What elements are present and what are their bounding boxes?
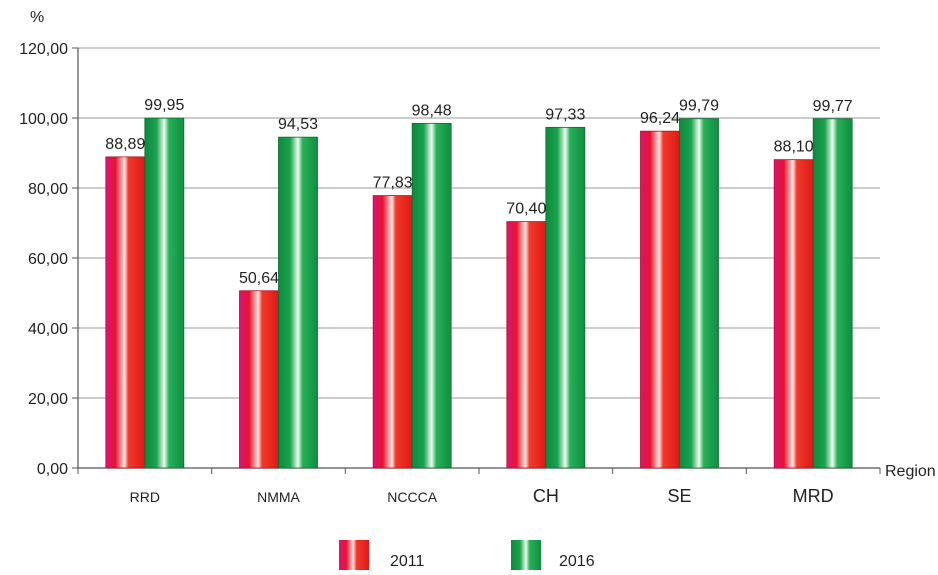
bar-2011-nmma — [239, 290, 279, 469]
x-category-label: MRD — [793, 486, 834, 506]
bar-2016-se — [679, 118, 719, 469]
data-label-2016-mrd: 99,77 — [813, 98, 853, 115]
y-tick-label: 120,00 — [19, 41, 68, 58]
x-category-label: RRD — [130, 489, 160, 505]
data-label-2016-rrd: 99,95 — [144, 97, 184, 114]
bar-2011-mrd — [773, 159, 814, 469]
data-label-2016-se: 99,79 — [679, 98, 719, 115]
legend-swatch-2016 — [511, 540, 541, 570]
legend-label-2016: 2016 — [559, 553, 595, 570]
data-label-2011-nmma: 50,64 — [239, 270, 279, 287]
data-label-2011-rrd: 88,89 — [105, 136, 145, 153]
data-label-2011-nccca: 77,83 — [373, 175, 413, 192]
bar-2016-mrd — [812, 118, 853, 469]
data-label-2011-ch: 70,40 — [506, 201, 546, 218]
x-category-label: NCCCA — [387, 489, 437, 505]
bar-2016-nccca — [411, 122, 452, 469]
data-label-2011-se: 96,24 — [640, 110, 680, 127]
y-tick-label: 40,00 — [28, 321, 68, 338]
bar-2011-ch — [506, 221, 547, 469]
y-tick-label: 60,00 — [28, 251, 68, 268]
bar-2016-ch — [545, 126, 586, 469]
x-category-label: SE — [667, 486, 691, 506]
x-category-label: CH — [533, 486, 559, 506]
x-axis-title: Region — [885, 463, 936, 480]
data-labels: 88,89 99,95 50,64 94,53 77,83 98,48 70,40 97,33… — [105, 97, 852, 287]
bars — [105, 117, 853, 469]
y-tick-label: 100,00 — [19, 111, 68, 128]
data-label-2011-mrd: 88,10 — [774, 139, 814, 156]
y-tick-label: 0,00 — [37, 461, 68, 478]
legend-label-2011: 2011 — [390, 553, 425, 570]
data-label-2016-nccca: 98,48 — [412, 102, 452, 119]
bar-2011-se — [640, 130, 680, 469]
data-label-2016-nmma: 94,53 — [278, 116, 318, 133]
legend: 2011 2016 — [339, 540, 595, 570]
y-tick-label: 20,00 — [28, 391, 68, 408]
y-axis-title: % — [30, 9, 44, 26]
data-label-2016-ch: 97,33 — [545, 106, 585, 123]
x-category-label: NMMA — [257, 489, 300, 505]
gridlines — [78, 47, 880, 469]
bar-2011-rrd — [105, 156, 146, 469]
bar-2016-nmma — [278, 136, 318, 469]
bar-2016-rrd — [144, 117, 185, 469]
y-tick-label: 80,00 — [28, 181, 68, 198]
bar-2011-nccca — [372, 195, 413, 469]
legend-swatch-2011 — [339, 540, 369, 570]
axes: 0,00 20,00 40,00 60,00 80,00 100,00 120,00 RRD N… — [19, 41, 881, 506]
